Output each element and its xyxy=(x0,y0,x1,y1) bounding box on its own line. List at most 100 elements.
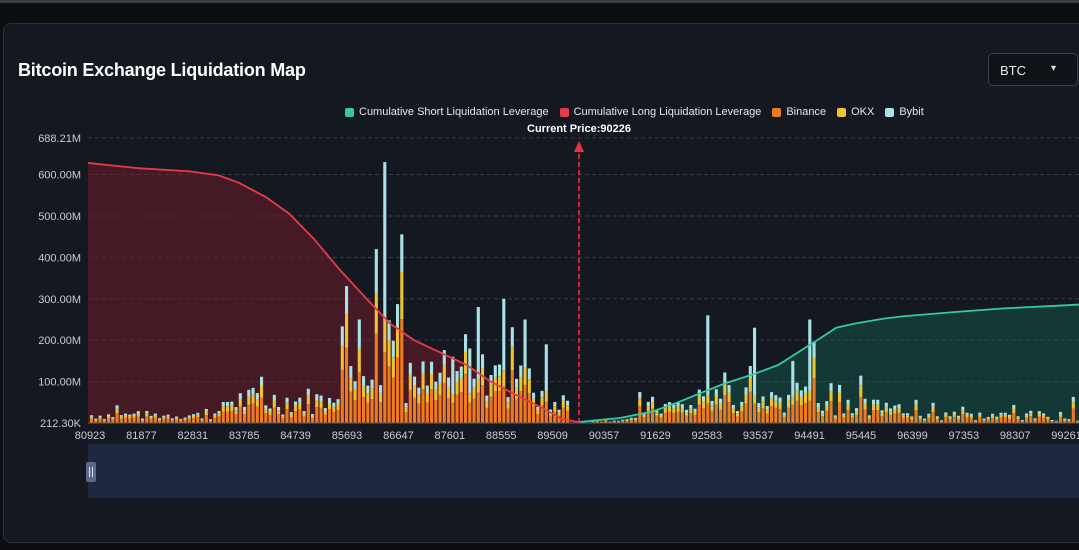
bar-binance xyxy=(107,418,111,423)
bar-binance xyxy=(685,415,689,423)
bar-binance xyxy=(561,407,565,423)
bar-okx xyxy=(306,395,310,405)
bar-binance xyxy=(425,402,429,423)
bar-binance xyxy=(264,413,268,423)
bar-bybit xyxy=(557,409,561,413)
bar-bybit xyxy=(430,361,434,375)
bar-binance xyxy=(336,409,340,423)
bar-okx xyxy=(196,414,200,418)
legend-item-binance[interactable]: Binance xyxy=(772,106,826,118)
bar-bybit xyxy=(846,399,850,405)
data-zoom-slider[interactable] xyxy=(88,444,1079,498)
bar-bybit xyxy=(1071,396,1075,403)
bar-bybit xyxy=(961,406,965,410)
data-zoom-handle[interactable] xyxy=(86,462,96,482)
bar-bybit xyxy=(506,397,510,403)
bar-okx xyxy=(770,398,774,407)
short-liquidation-area xyxy=(578,304,1079,423)
legend-item-bybit[interactable]: Bybit xyxy=(885,106,924,118)
bar-bybit xyxy=(880,410,884,413)
bar-binance xyxy=(668,411,672,423)
bar-binance xyxy=(612,421,616,423)
bar-okx xyxy=(991,415,995,418)
current-price-arrow xyxy=(573,141,584,152)
bar-okx xyxy=(829,391,833,402)
legend-swatch xyxy=(885,107,895,117)
bar-binance xyxy=(434,400,438,423)
bar-okx xyxy=(277,410,281,415)
bar-bybit xyxy=(1012,404,1016,409)
bar-binance xyxy=(391,377,395,423)
bar-okx xyxy=(98,417,102,419)
bar-okx xyxy=(676,406,680,412)
bar-bybit xyxy=(693,408,697,412)
bar-bybit xyxy=(413,376,417,386)
bar-bybit xyxy=(523,319,527,368)
bar-okx xyxy=(209,420,213,421)
bar-okx xyxy=(1046,418,1050,420)
bar-bybit xyxy=(493,365,497,377)
legend-item-cumulative-long-liquidation-leverage[interactable]: Cumulative Long Liquidation Leverage xyxy=(559,106,761,118)
bar-binance xyxy=(859,396,863,423)
bar-okx xyxy=(872,404,876,411)
bar-bybit xyxy=(544,344,548,392)
bar-bybit xyxy=(991,413,995,416)
bar-binance xyxy=(838,402,842,423)
bar-binance xyxy=(442,382,446,423)
bar-okx xyxy=(723,382,727,396)
bar-bybit xyxy=(935,416,939,418)
bar-okx xyxy=(944,414,948,418)
bar-okx xyxy=(183,418,187,420)
bar-bybit xyxy=(345,286,349,314)
bar-bybit xyxy=(986,416,990,419)
legend-item-cumulative-short-liquidation-leverage[interactable]: Cumulative Short Liquidation Leverage xyxy=(345,106,549,118)
bar-bybit xyxy=(791,360,795,397)
bar-okx xyxy=(141,419,145,421)
bar-okx xyxy=(158,419,162,421)
bar-binance xyxy=(927,417,931,423)
bar-binance xyxy=(782,417,786,423)
bar-okx xyxy=(1037,413,1041,417)
bar-bybit xyxy=(995,416,999,418)
bar-bybit xyxy=(897,404,901,408)
bar-binance xyxy=(693,415,697,423)
bar-okx xyxy=(302,413,306,417)
bar-bybit xyxy=(285,397,289,403)
bar-binance xyxy=(285,409,289,423)
asset-select[interactable]: BTC ▾ xyxy=(988,53,1078,86)
bar-binance xyxy=(238,406,242,423)
bar-bybit xyxy=(323,408,327,412)
bar-okx xyxy=(1063,419,1067,421)
bar-bybit xyxy=(272,394,276,401)
bar-okx xyxy=(434,389,438,401)
x-tick-label: 85693 xyxy=(332,430,363,442)
bar-binance xyxy=(200,420,204,423)
bar-bybit xyxy=(838,384,842,393)
bar-okx xyxy=(710,405,714,411)
bar-binance xyxy=(799,405,803,423)
bar-bybit xyxy=(200,418,204,420)
bar-binance xyxy=(948,419,952,423)
bar-okx xyxy=(425,392,429,403)
bar-okx xyxy=(906,415,910,418)
bar-bybit xyxy=(170,418,174,420)
bar-binance xyxy=(812,378,816,423)
bar-okx xyxy=(625,419,629,421)
bar-okx xyxy=(336,403,340,410)
bar-binance xyxy=(102,420,106,423)
bar-bybit xyxy=(1050,419,1054,421)
bar-okx xyxy=(370,388,374,400)
bar-bybit xyxy=(702,396,706,402)
bar-bybit xyxy=(515,378,519,388)
bar-binance xyxy=(311,418,315,423)
bar-okx xyxy=(362,385,366,398)
y-tick-label: 400.00M xyxy=(38,252,81,264)
legend-item-okx[interactable]: OKX xyxy=(837,106,874,118)
long-cumulative-line xyxy=(87,162,580,424)
bar-bybit xyxy=(944,412,948,415)
y-tick-label: 600.00M xyxy=(38,170,81,182)
bar-binance xyxy=(226,411,230,423)
bar-okx xyxy=(451,394,455,404)
bar-bybit xyxy=(906,413,910,416)
bar-okx xyxy=(1042,415,1046,418)
